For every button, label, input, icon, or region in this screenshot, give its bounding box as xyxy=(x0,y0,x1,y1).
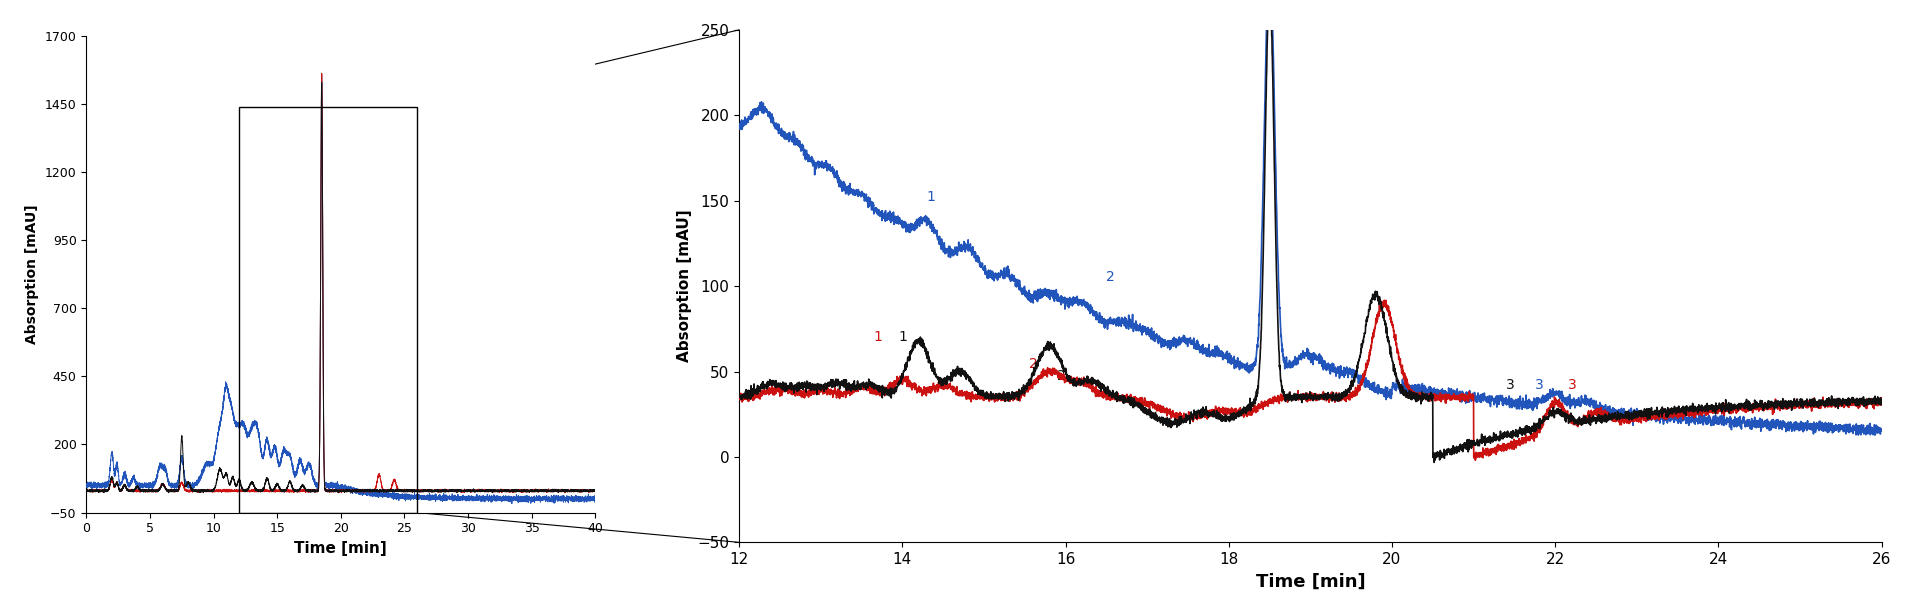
Text: 3: 3 xyxy=(1567,378,1576,392)
X-axis label: Time [min]: Time [min] xyxy=(294,541,388,556)
Text: 1: 1 xyxy=(899,330,906,344)
Y-axis label: Absorption [mAU]: Absorption [mAU] xyxy=(678,210,691,362)
Text: 3: 3 xyxy=(1534,378,1544,392)
Bar xyxy=(240,107,417,513)
Text: 2: 2 xyxy=(1058,369,1066,383)
Text: 1: 1 xyxy=(874,330,883,344)
X-axis label: Time [min]: Time [min] xyxy=(1256,573,1365,591)
Text: 3: 3 xyxy=(1505,378,1515,392)
Text: 2: 2 xyxy=(1106,270,1116,284)
Text: 1: 1 xyxy=(927,190,935,204)
Text: 2: 2 xyxy=(1029,357,1037,371)
Y-axis label: Absorption [mAU]: Absorption [mAU] xyxy=(25,204,38,344)
